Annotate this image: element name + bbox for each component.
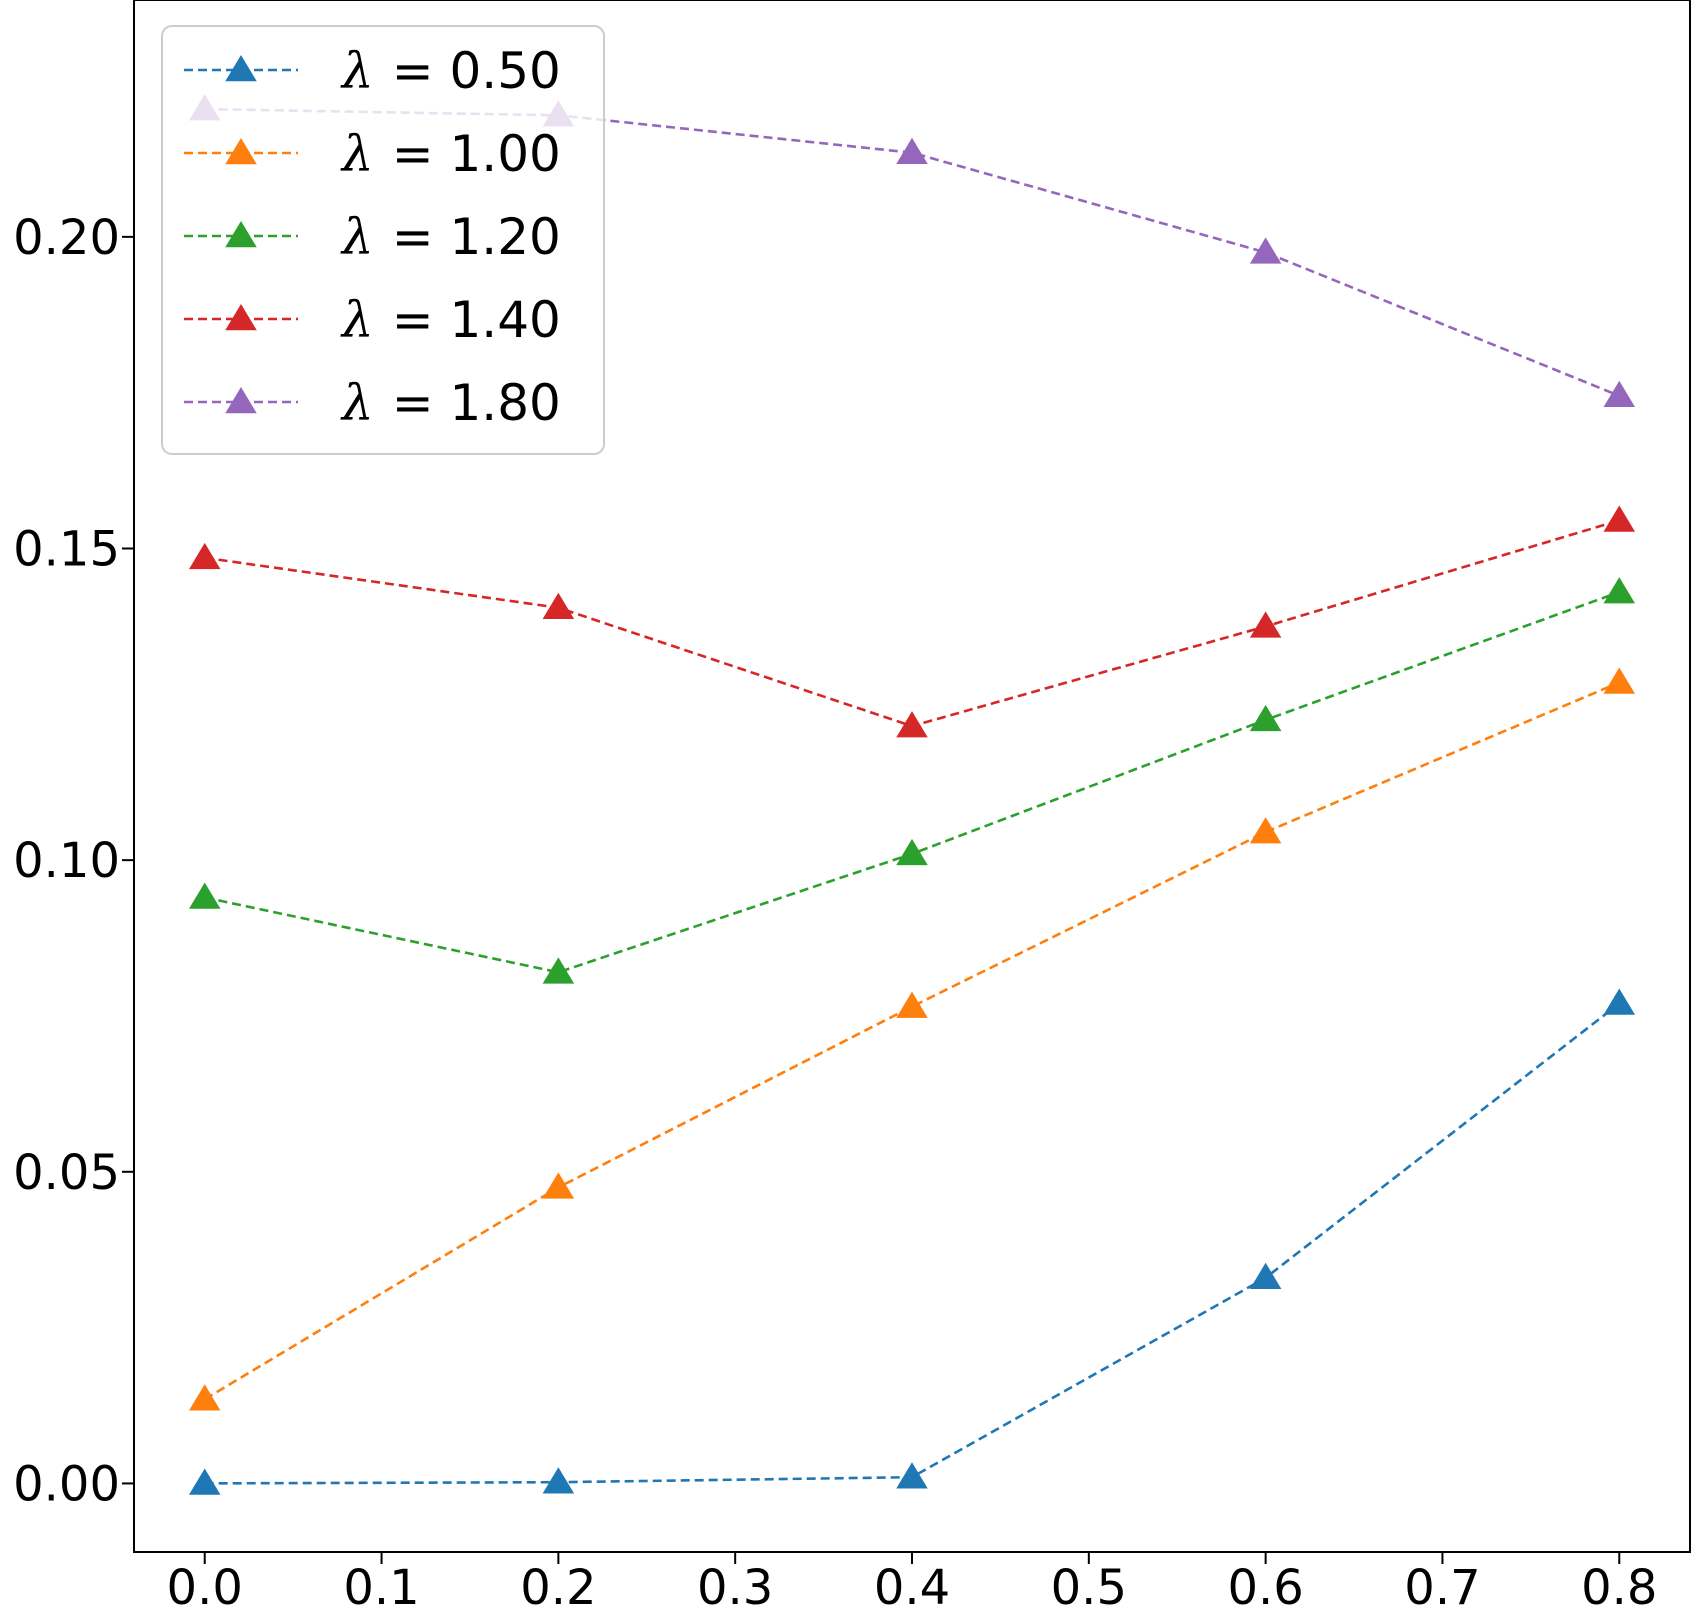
x-tick-label: 0.5 (1051, 1560, 1127, 1607)
legend-label: λ = 1.00 (340, 125, 561, 183)
legend-value: = 1.80 (392, 374, 561, 432)
x-tick-label: 0.8 (1581, 1560, 1657, 1607)
series-0 (188, 988, 1636, 1495)
legend-entry-3: λ = 1.40 (184, 291, 561, 349)
legend-marker (225, 55, 257, 82)
data-point (1249, 1262, 1282, 1290)
data-point (896, 1462, 928, 1489)
y-tick-label: 0.00 (13, 1456, 120, 1512)
series-line (204, 681, 1620, 1401)
legend-lambda: λ (340, 42, 374, 100)
y-tick-label: 0.20 (13, 210, 120, 266)
legend-lambda: λ (340, 125, 374, 183)
data-point (896, 137, 928, 164)
legend-label: λ = 1.80 (340, 374, 561, 432)
x-tick-label: 0.1 (343, 1560, 419, 1607)
y-tick-label: 0.10 (13, 833, 120, 889)
x-tick-label: 0.2 (520, 1560, 596, 1607)
x-tick-label: 0.3 (697, 1560, 773, 1607)
data-point (1603, 988, 1636, 1015)
legend-label: λ = 1.20 (340, 208, 561, 266)
series-1 (188, 667, 1636, 1411)
legend-value: = 0.50 (392, 42, 561, 100)
x-axis: 0.0 0.1 0.2 0.3 0.4 0.5 0.6 0.7 0.8 (167, 1552, 1657, 1607)
data-point (1249, 237, 1282, 264)
x-tick-label: 0.7 (1404, 1560, 1480, 1607)
legend-entry-0: λ = 0.50 (184, 42, 561, 100)
legend-value: = 1.20 (392, 208, 561, 266)
data-point (188, 542, 221, 570)
legend-entry-1: λ = 1.00 (184, 125, 561, 183)
x-tick-label: 0.4 (874, 1560, 950, 1607)
data-point (542, 592, 575, 619)
legend-value: = 1.40 (392, 291, 561, 349)
series-3 (188, 505, 1636, 738)
data-point (542, 957, 575, 984)
x-tick-label: 0.0 (167, 1560, 243, 1607)
data-point (896, 711, 928, 738)
data-point (188, 882, 221, 909)
legend-label: λ = 0.50 (340, 42, 561, 100)
data-point (542, 1467, 575, 1494)
legend-lambda: λ (340, 291, 374, 349)
legend-lambda: λ (340, 374, 374, 432)
x-tick-label: 0.6 (1227, 1560, 1303, 1607)
legend-box (161, 25, 605, 455)
data-point (188, 1468, 221, 1495)
series-line (204, 1002, 1621, 1485)
legend-lambda: λ (340, 208, 374, 266)
series-line (204, 519, 1620, 728)
legend-marker (225, 387, 257, 414)
legend-value: = 1.00 (392, 125, 561, 183)
y-axis: 0.00 0.05 0.10 0.15 0.20 (13, 210, 134, 1512)
data-point (896, 838, 928, 866)
data-point (1603, 380, 1636, 408)
legend-entry-2: λ = 1.20 (184, 208, 561, 266)
data-point (188, 1384, 221, 1411)
legend-marker (225, 221, 257, 248)
legend-entry-4: λ = 1.80 (184, 374, 561, 432)
data-point (1603, 667, 1636, 694)
data-point (1249, 704, 1282, 732)
data-point (1603, 505, 1636, 532)
y-tick-label: 0.15 (13, 521, 120, 577)
y-tick-label: 0.05 (13, 1145, 120, 1201)
legend-marker (225, 138, 257, 165)
legend-label: λ = 1.40 (340, 291, 561, 349)
legend-marker (225, 304, 257, 331)
data-point (542, 1172, 575, 1199)
series-line (204, 590, 1620, 974)
data-point (1249, 817, 1282, 844)
data-point (1249, 611, 1282, 638)
data-point (896, 991, 928, 1018)
data-point (1603, 577, 1636, 604)
legend: λ = 0.50 λ = 1.00 λ = 1.20 λ = 1.40 λ = 1.80 (161, 25, 605, 455)
series-2 (188, 577, 1636, 984)
